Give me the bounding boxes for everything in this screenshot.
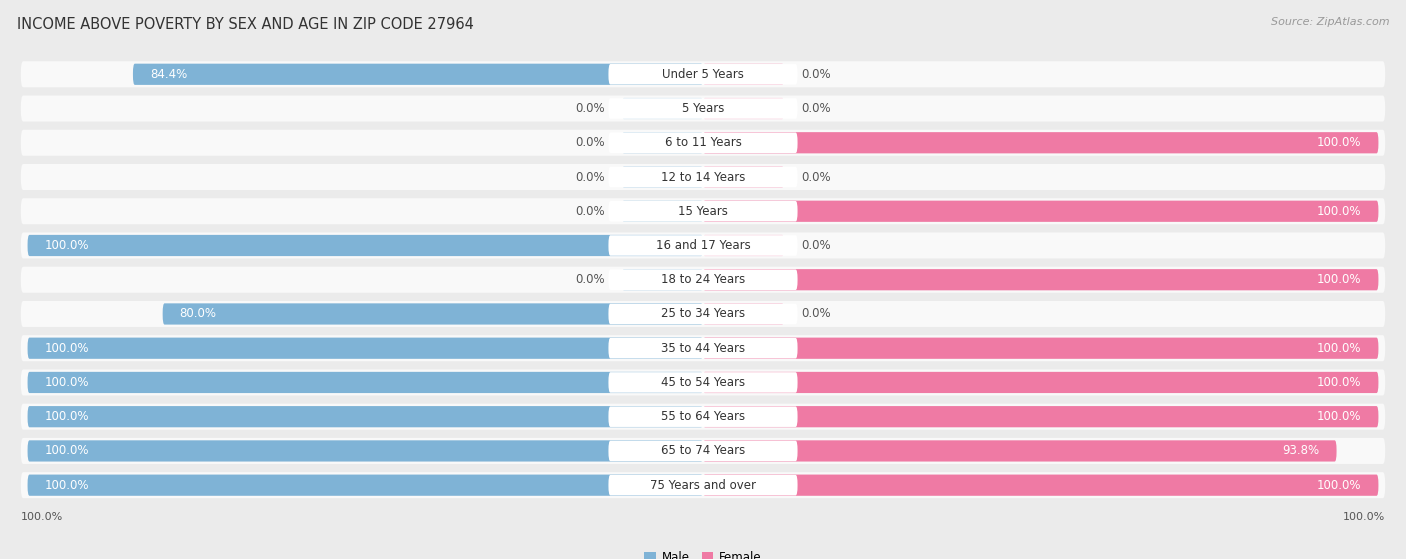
FancyBboxPatch shape [703,440,1337,462]
FancyBboxPatch shape [28,440,703,462]
FancyBboxPatch shape [609,235,797,256]
FancyBboxPatch shape [703,269,1378,290]
Text: 16 and 17 Years: 16 and 17 Years [655,239,751,252]
Text: 100.0%: 100.0% [1317,376,1361,389]
Text: 18 to 24 Years: 18 to 24 Years [661,273,745,286]
Text: 55 to 64 Years: 55 to 64 Years [661,410,745,423]
Text: 100.0%: 100.0% [45,444,89,457]
FancyBboxPatch shape [21,301,1385,327]
Text: 100.0%: 100.0% [45,410,89,423]
FancyBboxPatch shape [703,372,1378,393]
FancyBboxPatch shape [703,64,785,85]
FancyBboxPatch shape [609,269,797,290]
FancyBboxPatch shape [621,167,703,188]
FancyBboxPatch shape [609,440,797,461]
FancyBboxPatch shape [609,406,797,427]
FancyBboxPatch shape [21,130,1385,156]
FancyBboxPatch shape [28,406,703,427]
Text: Under 5 Years: Under 5 Years [662,68,744,81]
FancyBboxPatch shape [609,372,797,393]
FancyBboxPatch shape [609,475,797,495]
FancyBboxPatch shape [703,98,785,119]
Text: 45 to 54 Years: 45 to 54 Years [661,376,745,389]
Text: 84.4%: 84.4% [150,68,187,81]
FancyBboxPatch shape [621,98,703,119]
Text: 0.0%: 0.0% [575,102,605,115]
Text: 100.0%: 100.0% [45,376,89,389]
FancyBboxPatch shape [28,235,703,256]
Text: 15 Years: 15 Years [678,205,728,218]
Text: 0.0%: 0.0% [575,205,605,218]
Text: 65 to 74 Years: 65 to 74 Years [661,444,745,457]
FancyBboxPatch shape [703,167,785,188]
FancyBboxPatch shape [609,338,797,358]
FancyBboxPatch shape [21,267,1385,293]
FancyBboxPatch shape [21,61,1385,87]
Text: 75 Years and over: 75 Years and over [650,479,756,492]
Text: 0.0%: 0.0% [801,239,831,252]
Text: 100.0%: 100.0% [1317,205,1361,218]
Text: 0.0%: 0.0% [801,68,831,81]
FancyBboxPatch shape [621,201,703,222]
FancyBboxPatch shape [609,64,797,84]
FancyBboxPatch shape [609,98,797,119]
FancyBboxPatch shape [703,132,1378,153]
Text: 12 to 14 Years: 12 to 14 Years [661,170,745,183]
FancyBboxPatch shape [703,304,785,325]
FancyBboxPatch shape [21,164,1385,190]
Text: 100.0%: 100.0% [1317,136,1361,149]
FancyBboxPatch shape [21,233,1385,258]
Text: 25 to 34 Years: 25 to 34 Years [661,307,745,320]
Text: 100.0%: 100.0% [45,342,89,355]
FancyBboxPatch shape [609,304,797,324]
FancyBboxPatch shape [609,201,797,221]
FancyBboxPatch shape [703,201,1378,222]
Text: Source: ZipAtlas.com: Source: ZipAtlas.com [1271,17,1389,27]
FancyBboxPatch shape [21,198,1385,224]
Text: 100.0%: 100.0% [1317,479,1361,492]
FancyBboxPatch shape [21,472,1385,498]
FancyBboxPatch shape [609,132,797,153]
Text: 0.0%: 0.0% [575,136,605,149]
FancyBboxPatch shape [703,406,1378,427]
FancyBboxPatch shape [21,369,1385,395]
Text: 100.0%: 100.0% [1317,273,1361,286]
Text: 100.0%: 100.0% [1317,410,1361,423]
Text: 0.0%: 0.0% [801,170,831,183]
Text: 0.0%: 0.0% [801,102,831,115]
Text: 100.0%: 100.0% [1343,512,1385,522]
Text: 0.0%: 0.0% [575,273,605,286]
Text: 0.0%: 0.0% [801,307,831,320]
FancyBboxPatch shape [703,338,1378,359]
FancyBboxPatch shape [28,372,703,393]
FancyBboxPatch shape [21,404,1385,430]
FancyBboxPatch shape [21,438,1385,464]
FancyBboxPatch shape [163,304,703,325]
FancyBboxPatch shape [609,167,797,187]
Text: 0.0%: 0.0% [575,170,605,183]
FancyBboxPatch shape [21,335,1385,361]
FancyBboxPatch shape [621,269,703,290]
Text: 80.0%: 80.0% [180,307,217,320]
Text: 35 to 44 Years: 35 to 44 Years [661,342,745,355]
Text: 93.8%: 93.8% [1282,444,1320,457]
FancyBboxPatch shape [621,132,703,153]
Text: 100.0%: 100.0% [21,512,63,522]
FancyBboxPatch shape [134,64,703,85]
FancyBboxPatch shape [28,338,703,359]
FancyBboxPatch shape [28,475,703,496]
Text: 5 Years: 5 Years [682,102,724,115]
FancyBboxPatch shape [21,96,1385,121]
FancyBboxPatch shape [703,475,1378,496]
Text: 6 to 11 Years: 6 to 11 Years [665,136,741,149]
Text: INCOME ABOVE POVERTY BY SEX AND AGE IN ZIP CODE 27964: INCOME ABOVE POVERTY BY SEX AND AGE IN Z… [17,17,474,32]
Text: 100.0%: 100.0% [1317,342,1361,355]
Text: 100.0%: 100.0% [45,239,89,252]
Legend: Male, Female: Male, Female [640,546,766,559]
Text: 100.0%: 100.0% [45,479,89,492]
FancyBboxPatch shape [703,235,785,256]
